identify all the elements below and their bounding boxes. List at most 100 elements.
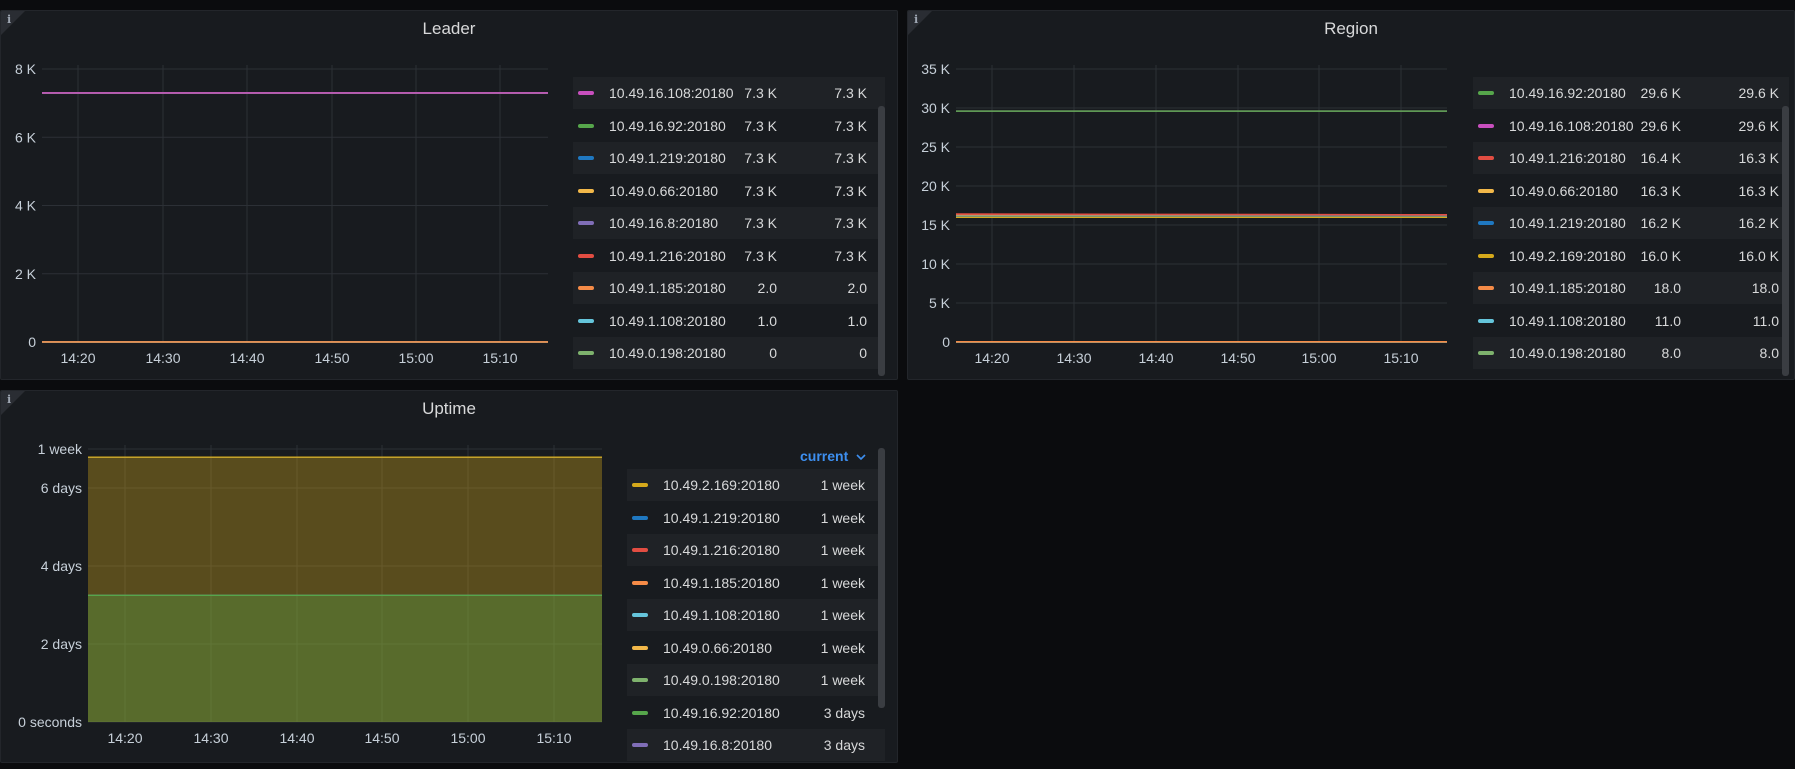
legend-series-name[interactable]: 10.49.16.8:20180 [609,215,718,231]
legend-series-name[interactable]: 10.49.1.216:20180 [663,542,780,558]
series-color-swatch[interactable] [578,221,594,225]
legend-item[interactable]: 10.49.0.66:20180 1 week [627,632,885,664]
series-color-swatch[interactable] [632,678,648,682]
legend-item[interactable]: 10.49.0.198:20180 8.0 8.0 [1473,337,1789,369]
legend-item[interactable]: 10.49.2.169:20180 16.0 K 16.0 K [1473,240,1789,272]
legend-series-name[interactable]: 10.49.1.219:20180 [609,150,726,166]
series-color-swatch[interactable] [1478,318,1494,323]
legend-item[interactable]: 10.49.1.185:20180 1 week [627,567,885,599]
legend-scrollbar[interactable] [1782,106,1789,376]
legend-series-name[interactable]: 10.49.1.185:20180 [609,280,726,296]
info-icon[interactable]: i [7,393,12,406]
panel-info-corner[interactable] [1,391,25,415]
legend-item[interactable]: 10.49.16.92:20180 7.3 K 7.3 K [573,110,885,142]
series-color-swatch[interactable] [578,286,594,290]
legend-item[interactable]: 10.49.0.66:20180 16.3 K 16.3 K [1473,175,1789,207]
series-color-swatch[interactable] [578,123,594,128]
legend-series-name[interactable]: 10.49.2.169:20180 [663,477,780,493]
legend-item[interactable]: 10.49.16.108:20180 7.3 K 7.3 K [573,77,885,109]
series-color-swatch[interactable] [632,515,648,520]
series-color-swatch[interactable] [632,710,648,715]
legend-item[interactable]: 10.49.1.216:20180 1 week [627,534,885,566]
series-color-swatch[interactable] [578,318,594,323]
legend-item[interactable]: 10.49.16.92:20180 3 days [627,697,885,729]
legend-item[interactable]: 10.49.1.108:20180 1 week [627,599,885,631]
sort-current-header[interactable]: current [800,448,866,464]
legend-series-name[interactable]: 10.49.2.169:20180 [1509,247,1626,264]
legend-item[interactable]: 10.49.0.66:20180 7.3 K 7.3 K [573,175,885,207]
legend-series-name[interactable]: 10.49.16.92:20180 [1509,85,1626,101]
legend-series-name[interactable]: 10.49.1.216:20180 [1509,150,1626,166]
series-color-swatch[interactable] [632,483,648,487]
legend-item[interactable]: 10.49.16.108:20180 29.6 K 29.6 K [1473,110,1789,142]
region-chart[interactable]: 0 5 K 10 K 15 K 20 K 25 K 30 K 35 K 14:20 14:30 14… [908,11,1468,380]
legend-series-name[interactable]: 10.49.16.108:20180 [1509,117,1634,134]
legend-series-name[interactable]: 10.49.1.185:20180 [663,574,780,591]
legend-series-name[interactable]: 10.49.1.108:20180 [609,312,726,329]
leader-chart[interactable]: 0 2 K 4 K 6 K 8 K 14:20 14:30 14:40 14:50 15:00 15… [1,11,561,380]
legend-item[interactable]: 10.49.0.198:20180 0 0 [573,337,885,369]
panel-info-corner[interactable] [908,11,932,35]
legend-series-name[interactable]: 10.49.1.108:20180 [663,607,780,623]
legend-series-name[interactable]: 10.49.0.66:20180 [609,182,718,199]
series-color-swatch[interactable] [1478,156,1494,160]
legend-series-name[interactable]: 10.49.0.66:20180 [663,639,772,656]
legend-item[interactable]: 10.49.0.198:20180 1 week [627,664,885,696]
legend-item[interactable]: 10.49.1.216:20180 7.3 K 7.3 K [573,240,885,272]
series-color-swatch[interactable] [578,91,594,95]
series-color-swatch[interactable] [578,156,594,160]
legend-item[interactable]: 10.49.1.219:20180 7.3 K 7.3 K [573,142,885,174]
series-color-swatch[interactable] [632,580,648,585]
series-color-swatch[interactable] [1478,123,1494,128]
series-color-swatch[interactable] [1478,286,1494,290]
legend-item[interactable]: 10.49.16.8:20180 3 days [627,729,885,761]
legend-series-name[interactable]: 10.49.0.198:20180 [1509,345,1626,361]
legend-series-name[interactable]: 10.49.0.198:20180 [663,672,780,688]
legend-item[interactable]: 10.49.1.108:20180 11.0 11.0 [1473,305,1789,337]
series-color-swatch[interactable] [632,613,648,617]
series-color-swatch[interactable] [1478,351,1494,355]
series-color-swatch[interactable] [578,188,594,193]
legend-item[interactable]: 10.49.16.92:20180 29.6 K 29.6 K [1473,77,1789,109]
info-icon[interactable]: i [914,13,919,26]
series-area [88,595,602,722]
series-color-swatch[interactable] [1478,91,1494,95]
series-color-swatch[interactable] [1478,188,1494,193]
legend-series-name[interactable]: 10.49.16.108:20180 [609,85,734,101]
legend-series-name[interactable]: 10.49.0.66:20180 [1509,182,1618,199]
info-icon[interactable]: i [7,13,12,26]
legend-current-value: 16.4 K [1640,150,1681,166]
legend-series-name[interactable]: 10.49.1.219:20180 [1509,215,1626,231]
legend-series-name[interactable]: 10.49.0.198:20180 [609,345,726,361]
legend-max-value: 11.0 [1752,312,1779,329]
legend-item[interactable]: 10.49.1.216:20180 16.4 K 16.3 K [1473,142,1789,174]
series-color-swatch[interactable] [1478,221,1494,225]
legend-item[interactable]: 10.49.1.108:20180 1.0 1.0 [573,305,885,337]
panel-title[interactable]: Leader [422,19,476,38]
uptime-chart[interactable]: 0 seconds 2 days 4 days 6 days 1 week 14:20 14… [1,391,611,763]
legend-series-name[interactable]: 10.49.1.219:20180 [663,509,780,526]
panel-title[interactable]: Region [1324,19,1378,38]
legend-item[interactable]: 10.49.2.169:20180 1 week [627,469,885,501]
series-color-swatch[interactable] [632,743,648,747]
series-color-swatch[interactable] [632,548,648,552]
series-color-swatch[interactable] [1478,253,1494,258]
legend-item[interactable]: 10.49.1.219:20180 16.2 K 16.2 K [1473,207,1789,239]
series-color-swatch[interactable] [578,351,594,355]
legend-scrollbar[interactable] [878,106,885,376]
series-color-swatch[interactable] [578,253,594,258]
panel-title[interactable]: Uptime [422,399,476,418]
legend-series-name[interactable]: 10.49.16.92:20180 [663,704,780,721]
legend-series-name[interactable]: 10.49.16.92:20180 [609,117,726,134]
panel-info-corner[interactable] [1,11,25,35]
legend-item[interactable]: 10.49.1.185:20180 18.0 18.0 [1473,272,1789,304]
legend-series-name[interactable]: 10.49.1.108:20180 [1509,312,1626,329]
legend-series-name[interactable]: 10.49.16.8:20180 [663,737,772,753]
series-color-swatch[interactable] [632,645,648,650]
legend-series-name[interactable]: 10.49.1.216:20180 [609,247,726,264]
legend-scrollbar[interactable] [878,448,885,708]
legend-series-name[interactable]: 10.49.1.185:20180 [1509,280,1626,296]
legend-item[interactable]: 10.49.16.8:20180 7.3 K 7.3 K [573,207,885,239]
legend-item[interactable]: 10.49.1.219:20180 1 week [627,502,885,534]
legend-item[interactable]: 10.49.1.185:20180 2.0 2.0 [573,272,885,304]
